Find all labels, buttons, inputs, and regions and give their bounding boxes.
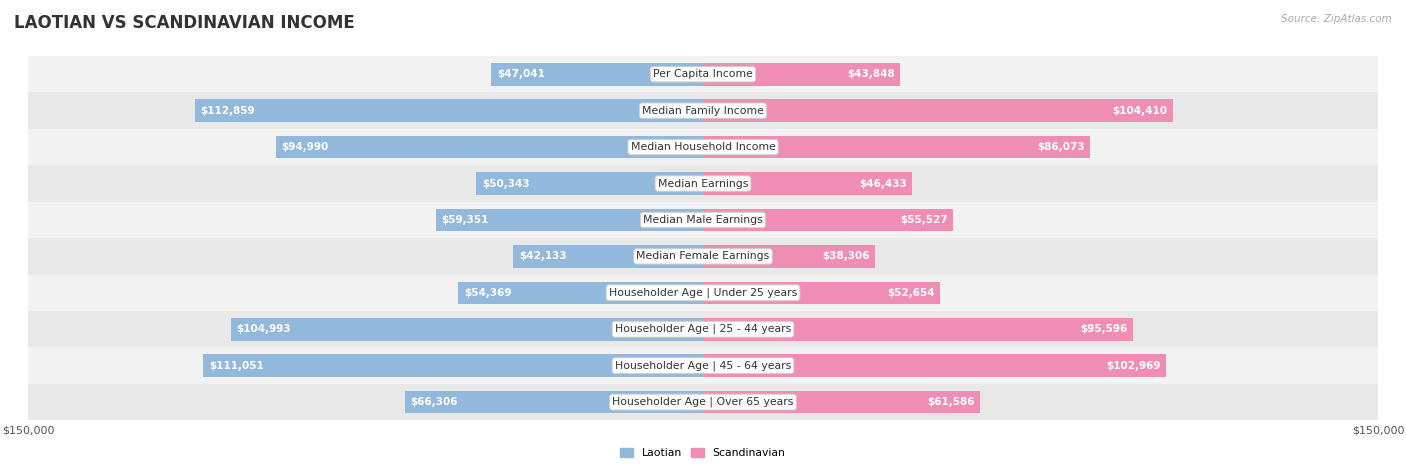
Text: $94,990: $94,990 <box>281 142 328 152</box>
Text: Householder Age | Under 25 years: Householder Age | Under 25 years <box>609 288 797 298</box>
Text: Householder Age | Over 65 years: Householder Age | Over 65 years <box>612 397 794 407</box>
Text: $111,051: $111,051 <box>208 361 263 371</box>
Legend: Laotian, Scandinavian: Laotian, Scandinavian <box>616 443 790 462</box>
Text: LAOTIAN VS SCANDINAVIAN INCOME: LAOTIAN VS SCANDINAVIAN INCOME <box>14 14 354 32</box>
Text: Source: ZipAtlas.com: Source: ZipAtlas.com <box>1281 14 1392 24</box>
Text: $42,133: $42,133 <box>519 251 567 262</box>
Bar <box>703 245 876 268</box>
Text: Per Capita Income: Per Capita Income <box>652 69 754 79</box>
Bar <box>28 129 1378 165</box>
Bar <box>231 318 703 340</box>
Text: $59,351: $59,351 <box>441 215 489 225</box>
Bar <box>405 391 703 413</box>
Bar <box>703 354 1167 377</box>
Bar <box>28 56 1378 92</box>
Bar <box>703 318 1133 340</box>
Text: $104,410: $104,410 <box>1112 106 1167 116</box>
Bar <box>195 99 703 122</box>
Text: Householder Age | 25 - 44 years: Householder Age | 25 - 44 years <box>614 324 792 334</box>
Bar <box>703 209 953 231</box>
Text: $46,433: $46,433 <box>859 178 907 189</box>
Text: $86,073: $86,073 <box>1038 142 1085 152</box>
Bar <box>436 209 703 231</box>
Bar <box>28 384 1378 420</box>
Bar <box>703 99 1173 122</box>
Bar <box>28 202 1378 238</box>
Text: $43,848: $43,848 <box>848 69 894 79</box>
Text: Median Family Income: Median Family Income <box>643 106 763 116</box>
Text: Median Earnings: Median Earnings <box>658 178 748 189</box>
Text: Median Male Earnings: Median Male Earnings <box>643 215 763 225</box>
Bar <box>28 165 1378 202</box>
Text: Householder Age | 45 - 64 years: Householder Age | 45 - 64 years <box>614 361 792 371</box>
Text: $95,596: $95,596 <box>1080 324 1128 334</box>
Bar <box>477 172 703 195</box>
Text: $54,369: $54,369 <box>464 288 512 298</box>
Bar <box>28 275 1378 311</box>
Text: $61,586: $61,586 <box>927 397 974 407</box>
Bar <box>28 347 1378 384</box>
Text: $104,993: $104,993 <box>236 324 291 334</box>
Text: $47,041: $47,041 <box>496 69 544 79</box>
Bar <box>703 391 980 413</box>
Bar <box>703 282 939 304</box>
Text: $112,859: $112,859 <box>201 106 256 116</box>
Bar <box>703 172 912 195</box>
Text: Median Household Income: Median Household Income <box>630 142 776 152</box>
Text: $52,654: $52,654 <box>887 288 935 298</box>
Bar <box>28 311 1378 347</box>
Text: $38,306: $38,306 <box>823 251 870 262</box>
Text: $102,969: $102,969 <box>1107 361 1161 371</box>
Bar <box>491 63 703 85</box>
Bar <box>204 354 703 377</box>
Bar <box>458 282 703 304</box>
Text: $50,343: $50,343 <box>482 178 530 189</box>
Bar <box>513 245 703 268</box>
Text: $55,527: $55,527 <box>900 215 948 225</box>
Text: $66,306: $66,306 <box>411 397 457 407</box>
Bar <box>703 63 900 85</box>
Text: Median Female Earnings: Median Female Earnings <box>637 251 769 262</box>
Bar <box>703 136 1090 158</box>
Bar <box>276 136 703 158</box>
Bar <box>28 238 1378 275</box>
Bar <box>28 92 1378 129</box>
